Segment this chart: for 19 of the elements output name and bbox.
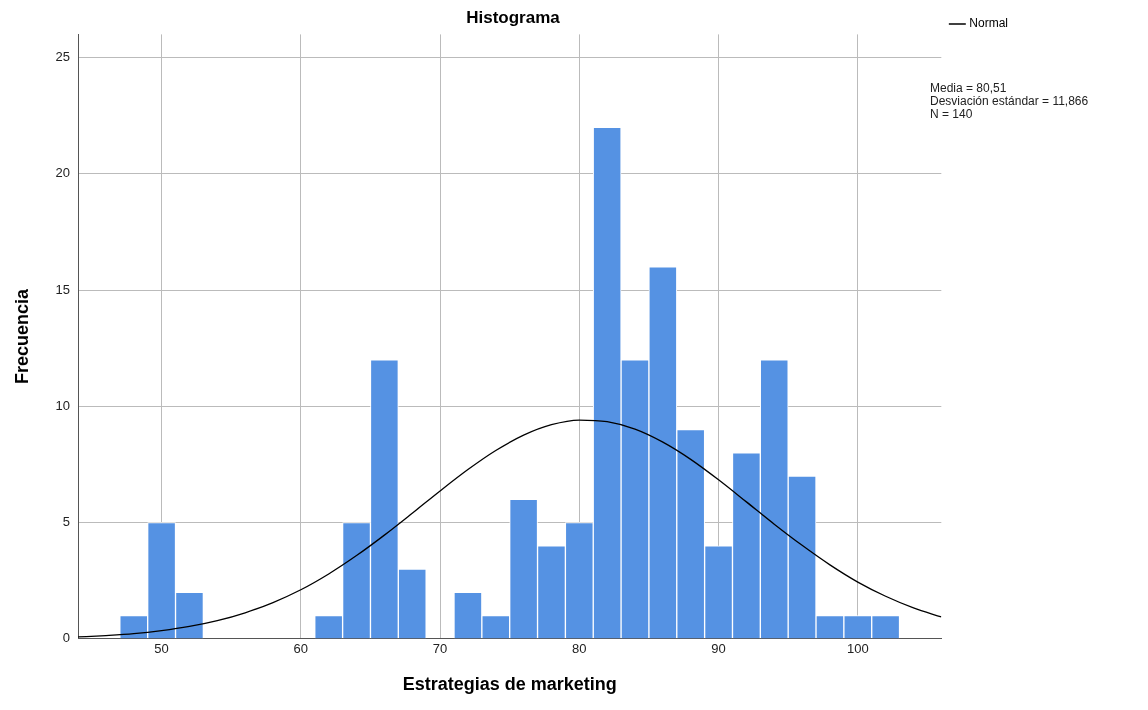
chart-title: Histograma xyxy=(466,7,561,27)
y-axis-title: Frecuencia xyxy=(11,288,32,385)
x-tick-label: 70 xyxy=(432,641,448,657)
x-tick-label: 50 xyxy=(154,641,169,657)
x-tick-label: 80 xyxy=(572,641,587,657)
x-tick-label: 100 xyxy=(846,641,869,657)
annotation: Desviación estándar = 11,866 xyxy=(930,94,1089,108)
y-tick-label: 10 xyxy=(55,397,71,413)
x-axis-title: Estrategias de marketing xyxy=(402,674,617,695)
x-tick-label: 60 xyxy=(293,641,309,657)
y-tick-label: 0 xyxy=(62,630,71,646)
x-tick-label: 90 xyxy=(711,641,726,657)
y-tick-label: 20 xyxy=(55,165,71,181)
annotation: Media = 80,51 xyxy=(930,81,1008,95)
y-tick-label: 5 xyxy=(62,514,71,530)
y-tick-label: 15 xyxy=(55,281,71,297)
legend-label: Normal xyxy=(969,16,1008,31)
y-tick-label: 25 xyxy=(55,49,71,65)
annotation: N = 140 xyxy=(930,107,974,121)
